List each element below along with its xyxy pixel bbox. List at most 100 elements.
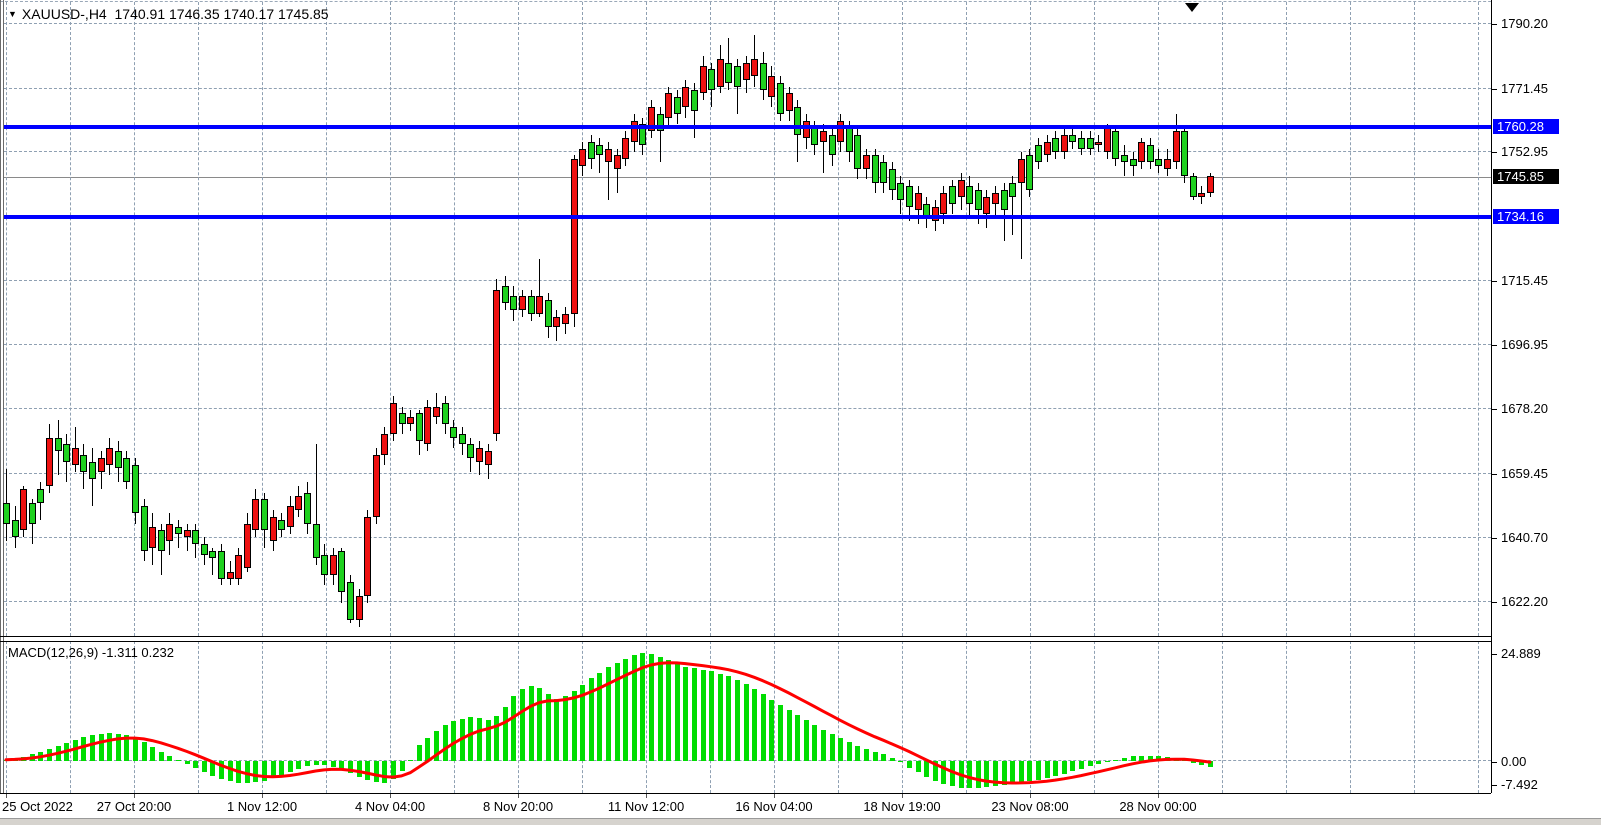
macd-histogram-bar	[408, 760, 413, 761]
macd-histogram-bar	[537, 688, 542, 761]
macd-histogram-bar	[692, 668, 697, 761]
macd-histogram-bar	[391, 761, 396, 779]
macd-histogram-bar	[683, 667, 688, 761]
time-axis-tick	[6, 794, 7, 798]
price-gridline	[4, 601, 1491, 602]
macd-histogram-bar	[133, 738, 138, 761]
time-axis-label: 11 Nov 12:00	[607, 799, 685, 814]
time-gridline	[262, 2, 263, 636]
price-gridline	[4, 151, 1491, 153]
candle-wick	[823, 124, 824, 173]
time-axis-label: 23 Nov 08:00	[991, 799, 1069, 814]
time-axis-tick	[1158, 794, 1159, 798]
candle-body	[1190, 176, 1197, 197]
time-gridline	[1222, 641, 1223, 793]
price-axis-label: 1678.20	[1501, 401, 1548, 417]
macd-axis-label: 24.889	[1501, 646, 1541, 661]
panel-separator-top[interactable]	[0, 636, 1491, 637]
candle-wick	[617, 148, 618, 194]
price-axis[interactable]: 1790.20 1771.45 1752.95 1715.45 1696.95 1678.…	[1492, 0, 1601, 793]
macd-histogram-bar	[382, 761, 387, 783]
candle-wick	[694, 83, 695, 139]
macd-histogram-bar	[202, 761, 207, 772]
candle-body	[1198, 193, 1205, 197]
macd-histogram-bar	[150, 747, 155, 761]
candle-body	[760, 62, 767, 91]
macd-histogram-bar	[640, 653, 645, 761]
candle-body	[364, 516, 371, 596]
macd-histogram-bar	[245, 761, 250, 783]
time-gridline	[70, 2, 71, 636]
macd-histogram-bar	[632, 655, 637, 761]
macd-histogram-bar	[804, 720, 809, 761]
macd-histogram-bar	[210, 761, 215, 776]
macd-indicator-panel[interactable]	[4, 641, 1491, 793]
macd-histogram-bar	[718, 674, 723, 761]
time-gridline	[1030, 2, 1031, 636]
time-gridline	[1414, 641, 1415, 793]
candle-body	[1112, 131, 1119, 159]
macd-histogram-bar	[365, 761, 370, 780]
time-gridline	[198, 641, 199, 793]
candle-body	[691, 90, 698, 111]
macd-histogram-bar	[529, 686, 534, 761]
candle-body	[278, 520, 285, 531]
candle-body	[46, 437, 53, 486]
candle-body	[347, 582, 354, 620]
candle-body	[545, 299, 552, 328]
candle-wick	[539, 258, 540, 318]
ohlc-values: 1740.91 1746.35 1740.17 1745.85	[114, 6, 329, 22]
price-chart-panel[interactable]	[3, 2, 1491, 636]
candle-body	[1052, 138, 1059, 152]
level-price-badge-upper: 1760.28	[1493, 118, 1559, 134]
macd-histogram-bar	[1105, 761, 1110, 762]
macd-histogram-bar	[666, 660, 671, 761]
price-axis-tick	[1492, 602, 1497, 603]
price-axis-tick	[1492, 409, 1497, 411]
time-gridline	[1094, 2, 1095, 636]
time-axis[interactable]: 25 Oct 2022 27 Oct 20:00 1 Nov 12:00 4 Nov …	[0, 794, 1601, 818]
macd-histogram-bar	[890, 758, 895, 761]
candle-body	[777, 83, 784, 115]
time-axis-tick	[902, 794, 903, 798]
one-click-dropdown-icon[interactable]: ▼	[8, 9, 17, 19]
macd-histogram-bar	[597, 673, 602, 761]
candle-body	[149, 527, 156, 548]
candle-body	[751, 59, 758, 77]
macd-histogram-bar	[81, 737, 86, 761]
macd-histogram-bar	[907, 761, 912, 768]
time-gridline	[1478, 641, 1479, 793]
chart-shift-marker-icon[interactable]	[1185, 3, 1199, 12]
macd-histogram-bar	[976, 761, 981, 788]
candle-body	[72, 447, 79, 466]
macd-histogram-bar	[967, 761, 972, 788]
candle-body	[863, 155, 870, 170]
price-gridline	[4, 408, 1491, 410]
macd-histogram-bar	[1191, 761, 1196, 763]
macd-histogram-bar	[1062, 761, 1067, 774]
macd-histogram-bar	[1131, 756, 1136, 761]
time-gridline	[902, 641, 903, 793]
macd-histogram-bar	[279, 761, 284, 775]
macd-histogram-bar	[554, 699, 559, 761]
time-axis-tick	[1030, 794, 1031, 798]
time-axis-tick	[774, 794, 775, 798]
price-axis-border	[1491, 0, 1492, 793]
candle-body	[459, 434, 466, 445]
time-gridline	[454, 2, 455, 636]
candle-body	[373, 454, 380, 517]
macd-axis-label: 0.00	[1501, 754, 1527, 769]
macd-histogram-bar	[73, 740, 78, 761]
candle-body	[1044, 141, 1051, 156]
macd-histogram-bar	[1019, 761, 1024, 783]
macd-histogram-bar	[468, 717, 473, 761]
macd-histogram-bar	[167, 756, 172, 761]
candle-body	[63, 444, 70, 462]
price-axis-label: 1640.70	[1501, 530, 1548, 546]
candle-body	[622, 138, 629, 159]
candle-body	[37, 489, 44, 503]
panel-separator-bottom[interactable]	[0, 641, 1491, 642]
macd-histogram-bar	[950, 761, 955, 786]
macd-histogram-bar	[675, 664, 680, 761]
